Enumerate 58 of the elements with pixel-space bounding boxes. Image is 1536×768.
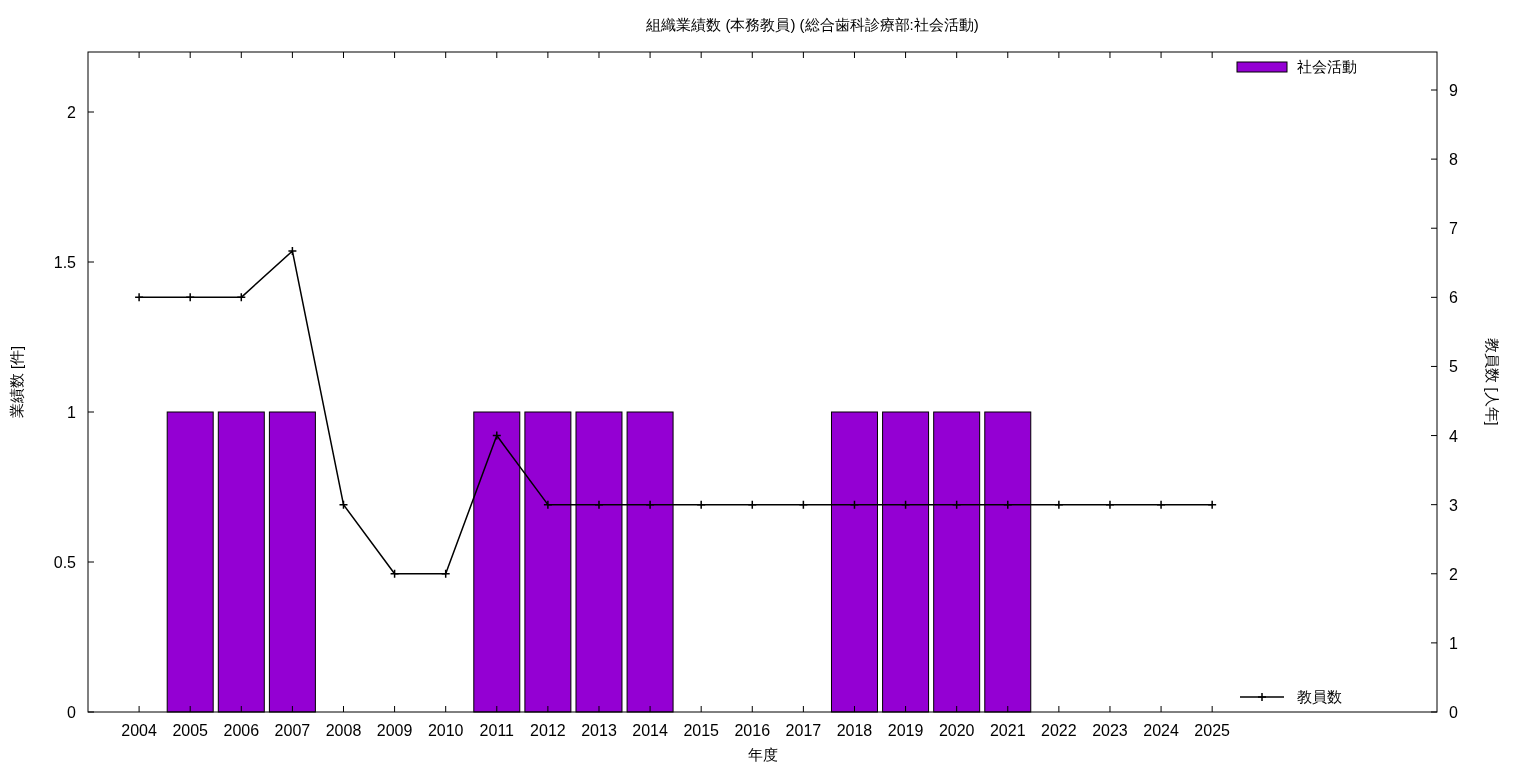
y-tick-label: 1.5 — [53, 254, 77, 271]
x-tick-label: 2017 — [785, 722, 822, 739]
x-tick-label: 2011 — [479, 722, 515, 739]
y-tick-label: 1 — [67, 404, 77, 421]
x-tick-label: 2016 — [734, 722, 771, 739]
x-tick-label: 2006 — [223, 722, 260, 739]
point — [594, 499, 604, 510]
x-tick-label: 2020 — [938, 722, 975, 739]
x-tick-label: 2007 — [274, 722, 311, 739]
x-tick-label: 2008 — [325, 722, 362, 739]
y2-tick-label: 8 — [1449, 151, 1458, 169]
x-tick-label: 2019 — [887, 722, 924, 739]
x-tick-label: 2021 — [989, 722, 1026, 739]
x-tick-label: 2023 — [1092, 722, 1128, 739]
y-tick-label: 0 — [67, 704, 77, 721]
point — [645, 499, 655, 510]
x-tick-label: 2024 — [1143, 722, 1179, 739]
y2-tick-label: 3 — [1449, 496, 1458, 514]
x-tick-label: 2012 — [530, 722, 566, 739]
point — [492, 430, 502, 441]
point — [389, 569, 400, 579]
x-tick-label: 2022 — [1041, 722, 1077, 739]
point — [1207, 499, 1217, 510]
x-axis-title: 年度 — [747, 746, 778, 763]
point — [1156, 499, 1166, 510]
x-tick-label: 2014 — [632, 722, 668, 739]
y2-tick-label: 7 — [1449, 220, 1458, 238]
point — [543, 499, 553, 510]
x-tick-label: 2005 — [172, 722, 209, 739]
x-tick-label: 2009 — [376, 722, 413, 739]
point — [1003, 499, 1013, 510]
legend-label: 社会活動 — [1297, 58, 1357, 75]
chart-title: 組織業績数 (本務教員) (総合歯科診療部:社会活動) — [645, 16, 979, 33]
x-tick-label: 2010 — [427, 722, 464, 739]
point — [440, 569, 451, 579]
y2-tick-label: 4 — [1449, 427, 1458, 445]
x-tick-label: 2015 — [683, 722, 720, 739]
y2-tick-label: 2 — [1449, 565, 1458, 583]
y2-axis-title: 教員数 [人年] — [1484, 338, 1501, 426]
point — [134, 292, 144, 303]
y2-tick-label: 6 — [1449, 289, 1458, 307]
point — [696, 499, 706, 510]
x-tick-label: 2018 — [836, 722, 873, 739]
x-tick-label: 2025 — [1194, 722, 1231, 739]
legend-label: 教員数 — [1297, 688, 1342, 705]
y2-tick-label: 1 — [1449, 634, 1458, 652]
point — [1105, 499, 1115, 510]
point — [1054, 499, 1064, 510]
y2-tick-label: 0 — [1449, 704, 1458, 721]
x-tick-label: 2004 — [121, 722, 157, 739]
x-tick-label: 2013 — [581, 722, 617, 739]
y-axis-title: 業績数 [件] — [8, 345, 25, 419]
y2-tick-label: 9 — [1449, 82, 1458, 100]
point — [287, 246, 298, 256]
y-tick-label: 2 — [67, 104, 77, 121]
y-tick-label: 0.5 — [53, 554, 77, 571]
point — [185, 292, 195, 303]
y2-tick-label: 5 — [1449, 358, 1458, 376]
